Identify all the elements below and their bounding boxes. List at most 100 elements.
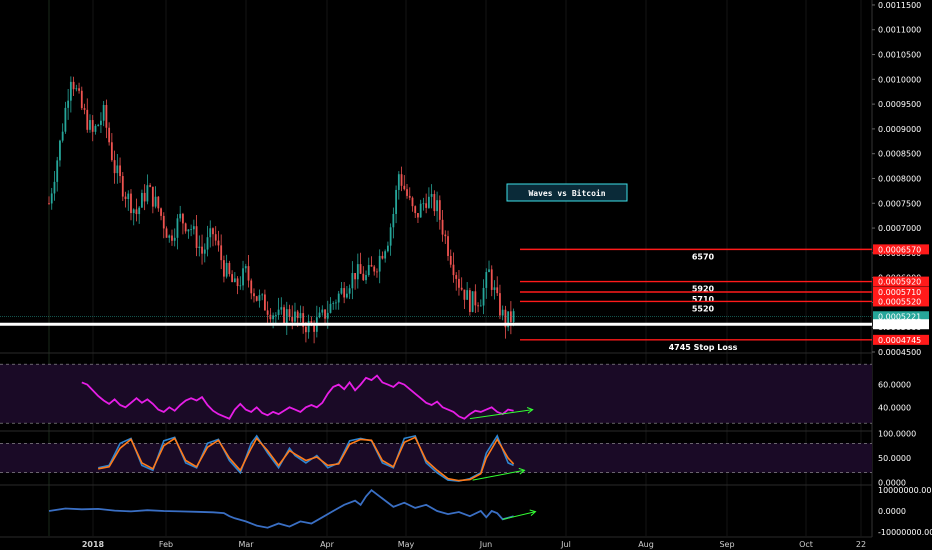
candle-body (94, 125, 97, 132)
chart-title: Waves vs Bitcoin (528, 188, 605, 198)
price-ytick-label-2: 0.0010500 (878, 51, 921, 60)
candle-body (195, 226, 198, 248)
price-ytick-label-3: 0.0010000 (878, 75, 921, 84)
candle-body (277, 309, 280, 315)
candle-body (261, 294, 264, 296)
candle-body (408, 195, 411, 198)
candle-body (86, 109, 89, 130)
candle-body (417, 213, 419, 218)
candle-body (351, 273, 354, 289)
candle-body (258, 295, 261, 301)
candle-body (119, 165, 121, 177)
price-tag-6570-bg (873, 244, 929, 255)
candle-body (179, 213, 182, 219)
x-axis: 2018 Feb Mar Apr May Jun Jul Aug Sep Oct 22 (82, 540, 866, 549)
candle-body (217, 240, 220, 246)
candle-body (463, 289, 466, 300)
price-tag-current-bg (873, 311, 929, 322)
candle-body (184, 223, 187, 232)
candle-body (97, 124, 100, 126)
candle-body (414, 206, 417, 214)
candle-body (488, 269, 490, 273)
candle-body (223, 260, 225, 277)
candle-body (509, 311, 512, 322)
candle-body (425, 203, 428, 208)
candle-body (507, 311, 510, 328)
candle-body (485, 272, 488, 288)
candle-body (61, 131, 64, 141)
candle-body (326, 312, 329, 319)
candle-body (436, 200, 438, 212)
candle-body (302, 313, 305, 327)
price-tag-support-bg (873, 319, 929, 330)
candle-body (354, 273, 356, 280)
candle-body (411, 197, 414, 207)
candle-body (203, 249, 206, 254)
rsi-arrow-0 (469, 409, 533, 420)
x-tick-label-22: 22 (856, 540, 866, 549)
candle-body (50, 193, 53, 204)
candle-body (225, 262, 228, 277)
candle-body (124, 196, 127, 200)
candle-body (482, 287, 485, 306)
candle-body (113, 160, 116, 174)
candle-body (365, 275, 367, 281)
candle-body (69, 81, 72, 101)
candle-body (168, 235, 171, 238)
candle-body (474, 291, 477, 306)
candle-body (419, 203, 422, 218)
candle-body (182, 213, 184, 224)
candle-body (56, 160, 59, 182)
candle-body (242, 268, 244, 286)
candle-body (138, 207, 141, 215)
price-tag-5920: 0.0005920 (878, 278, 921, 287)
candle-body (386, 245, 389, 252)
stoch-arrow-head-0 (518, 467, 526, 475)
candle-body (244, 266, 247, 269)
candle-body (493, 287, 496, 290)
price-tag-5920-bg (873, 276, 929, 287)
candle-body (162, 215, 165, 229)
rsi-panel: 60.0000 40.0000 (0, 363, 911, 424)
candle-body (201, 246, 203, 254)
candle-body (236, 278, 239, 287)
candle-body (231, 274, 234, 283)
price-tag-4745-bg (873, 334, 929, 345)
candle-body (75, 88, 78, 90)
candle-body (490, 269, 493, 290)
price-ytick-label-7: 0.0008000 (878, 174, 921, 183)
price-tag-support: 0.0005060 (878, 320, 921, 329)
candle-body (110, 142, 113, 161)
level-label-5520: 5520 (692, 304, 715, 313)
candle-body (422, 203, 425, 205)
candle-body (72, 81, 75, 90)
candle-body (335, 302, 337, 304)
x-tick-label-Aug: Aug (638, 540, 654, 549)
stoch-series-1 (98, 436, 515, 482)
candle-body (102, 105, 105, 121)
candle-body (370, 265, 373, 267)
candle-body (209, 228, 212, 238)
candle-body (433, 194, 436, 212)
level-label-4745: 4745 Stop Loss (669, 343, 738, 352)
x-tick-label-Mar: Mar (238, 540, 254, 549)
candle-body (100, 120, 102, 125)
candle-body (53, 181, 56, 194)
stoch-band (0, 443, 872, 473)
level-label-6570: 6570 (692, 252, 715, 261)
candle-body (479, 305, 482, 307)
candle-body (255, 296, 258, 301)
price-tag-4745: 0.0004745 (878, 336, 921, 345)
candle-body (389, 227, 392, 246)
obv-ytick-label-2: -10000000.0000 (878, 528, 932, 537)
candle-body (173, 237, 176, 241)
obv-panel: 10000000.0000 0.0000 -10000000.0000 (48, 486, 932, 537)
candle-body (376, 271, 378, 273)
candle-body (89, 120, 91, 130)
candle-body (397, 174, 400, 190)
candle-body (305, 326, 307, 333)
candle-body (329, 303, 332, 313)
candle-body (83, 108, 86, 110)
